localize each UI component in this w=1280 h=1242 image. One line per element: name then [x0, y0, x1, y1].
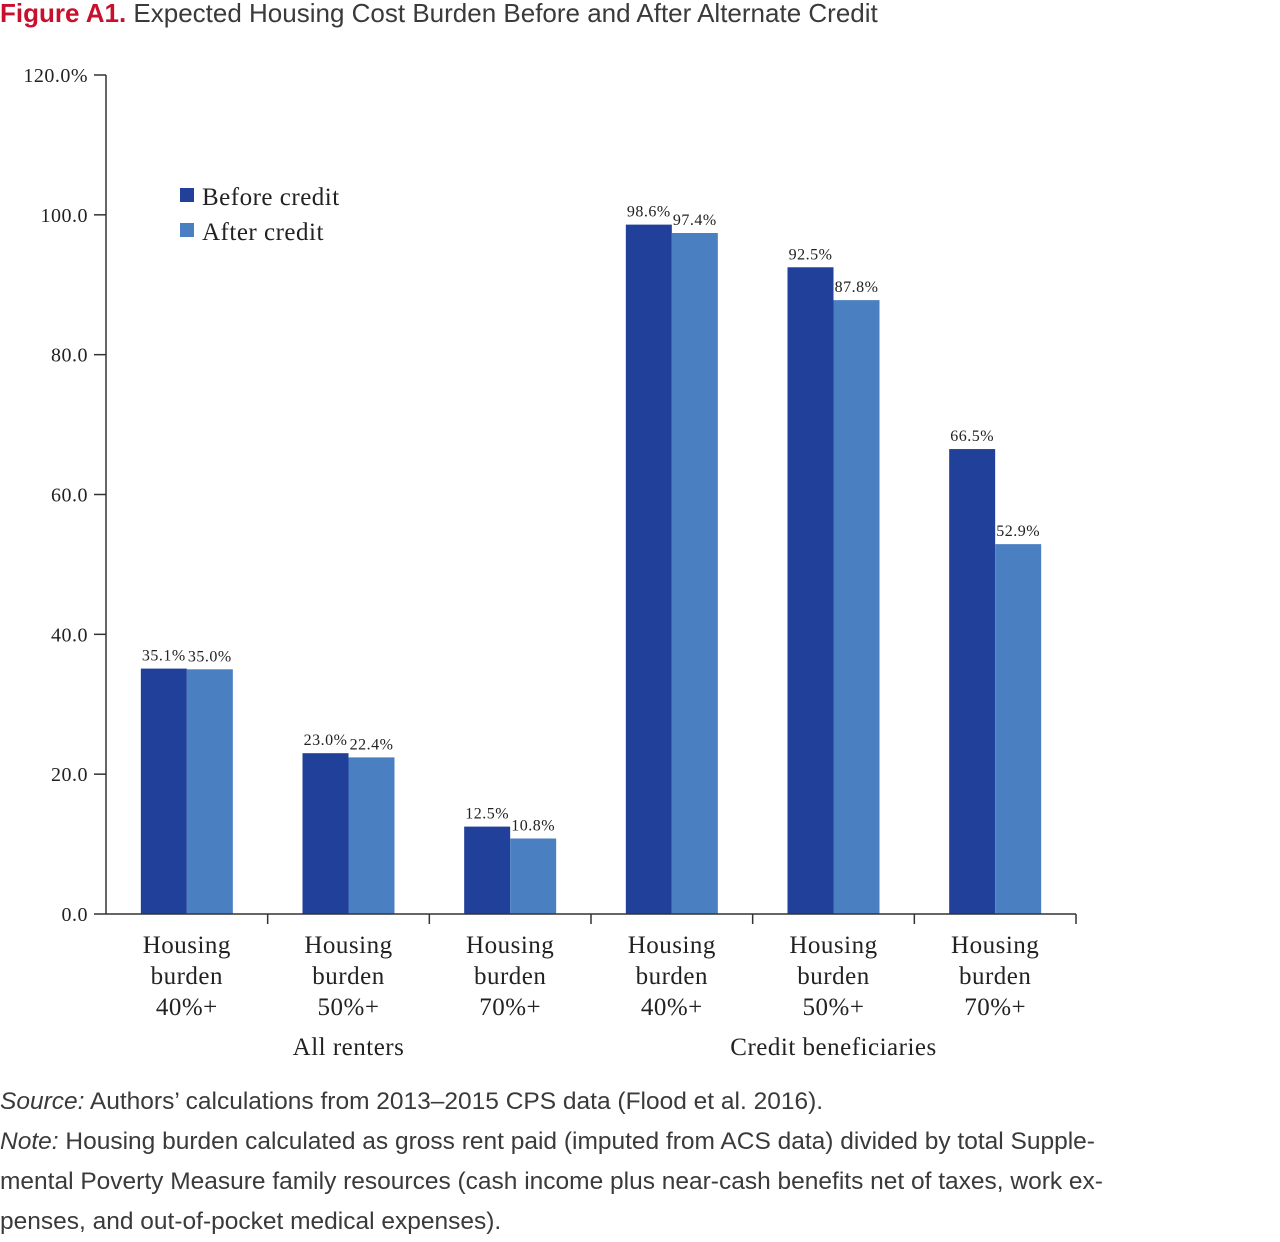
- data-label: 97.4%: [673, 212, 717, 229]
- data-label: 12.5%: [465, 806, 509, 823]
- data-label: 98.6%: [627, 204, 671, 221]
- bar-after-2: [510, 838, 557, 914]
- x-tick-label: 70%+: [479, 994, 541, 1021]
- x-tick-label: burden: [797, 963, 869, 990]
- bar-after-5: [995, 544, 1042, 914]
- source-text: Authors’ calculations from 2013–2015 CPS…: [84, 1088, 824, 1115]
- bar-before-5: [949, 449, 996, 914]
- group-label: All renters: [293, 1034, 405, 1061]
- group-label: Credit beneficiaries: [730, 1034, 936, 1061]
- x-tick-label: burden: [959, 963, 1031, 990]
- x-tick-label: burden: [474, 963, 546, 990]
- legend-label: Before credit: [202, 184, 340, 211]
- source-note: Source: Authors’ calculations from 2013–…: [0, 1082, 1280, 1242]
- x-tick-label: Housing: [789, 932, 877, 959]
- note-line: Housing burden calculated as gross rent …: [58, 1128, 1095, 1155]
- data-label: 35.1%: [142, 648, 186, 665]
- bar-after-3: [671, 233, 718, 915]
- y-tick-label: 60.0: [51, 485, 88, 507]
- figure-title: Figure A1. Expected Housing Cost Burden …: [0, 0, 878, 26]
- x-tick-label: burden: [151, 963, 223, 990]
- data-label: 66.5%: [950, 428, 994, 445]
- figure-label: Figure A1.: [0, 0, 127, 28]
- bar-before-3: [625, 224, 672, 914]
- note-label: Note:: [0, 1128, 59, 1155]
- bar-before-2: [464, 826, 511, 914]
- source-label: Source:: [0, 1088, 85, 1115]
- y-tick-label: 80.0: [51, 345, 88, 367]
- y-tick-label: 20.0: [51, 764, 88, 786]
- bar-before-4: [787, 267, 834, 914]
- data-label: 92.5%: [789, 246, 833, 263]
- bar-before-0: [140, 668, 187, 914]
- data-label: 23.0%: [304, 732, 348, 749]
- data-label: 35.0%: [188, 648, 232, 665]
- legend-label: After credit: [202, 219, 324, 246]
- x-tick-label: Housing: [143, 932, 231, 959]
- data-label: 52.9%: [996, 523, 1040, 540]
- x-tick-label: 70%+: [964, 994, 1026, 1021]
- bar-after-1: [348, 757, 395, 914]
- x-tick-label: burden: [312, 963, 384, 990]
- x-tick-label: 40%+: [156, 994, 218, 1021]
- bar-after-4: [833, 300, 880, 914]
- legend-swatch: [180, 188, 194, 202]
- y-tick-label: 120.0%: [23, 65, 88, 87]
- x-tick-label: 50%+: [318, 994, 380, 1021]
- x-tick-label: Housing: [466, 932, 554, 959]
- note-line: penses, and out-of-pocket medical expens…: [0, 1208, 502, 1235]
- y-tick-label: 40.0: [51, 624, 88, 646]
- x-tick-label: Housing: [304, 932, 392, 959]
- data-label: 22.4%: [350, 736, 394, 753]
- bar-before-1: [302, 753, 349, 914]
- x-tick-label: burden: [636, 963, 708, 990]
- x-tick-label: Housing: [628, 932, 716, 959]
- figure-title-text: Expected Housing Cost Burden Before and …: [133, 0, 878, 28]
- note-line: mental Poverty Measure family resources …: [0, 1168, 1103, 1195]
- y-tick-label: 0.0: [62, 904, 89, 926]
- x-tick-label: 50%+: [803, 994, 865, 1021]
- x-tick-label: Housing: [951, 932, 1039, 959]
- bar-after-0: [186, 669, 233, 914]
- legend-swatch: [180, 223, 194, 237]
- data-label: 10.8%: [511, 817, 555, 834]
- bar-chart: 35.1% 23.0% 12.5% 98.6% 92.5% 66.5% 35.0% 22.4%…: [23, 65, 1077, 1061]
- data-label: 87.8%: [835, 279, 879, 296]
- y-tick-label: 100.0: [41, 205, 89, 227]
- x-tick-label: 40%+: [641, 994, 703, 1021]
